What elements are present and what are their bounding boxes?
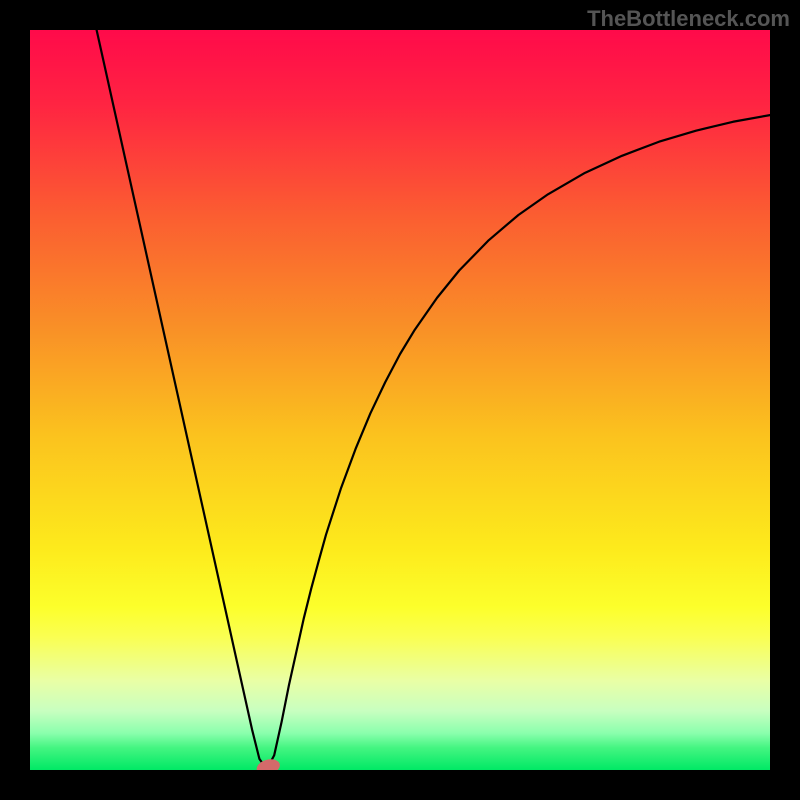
watermark-text: TheBottleneck.com [587, 6, 790, 32]
chart-frame: TheBottleneck.com [0, 0, 800, 800]
plot-area [30, 30, 770, 770]
plot-svg [30, 30, 770, 770]
